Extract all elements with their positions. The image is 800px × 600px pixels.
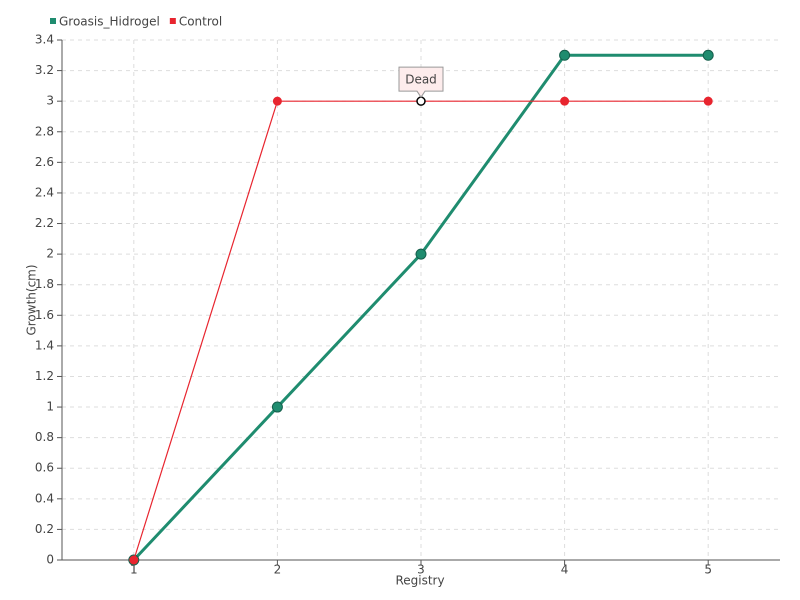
y-tick-label: 1.4 (35, 338, 54, 352)
data-point (416, 96, 426, 106)
x-tick-label: 3 (417, 563, 425, 577)
x-tick-label: 5 (704, 563, 712, 577)
data-point (560, 96, 570, 106)
data-point (415, 248, 427, 260)
legend-label: Control (179, 15, 222, 29)
y-tick-label: 2.4 (35, 185, 54, 199)
y-tick-label: 2.2 (35, 216, 54, 230)
annotation: Dead (398, 66, 444, 99)
y-tick-label: 0.8 (35, 430, 54, 444)
x-tick-label: 1 (130, 563, 138, 577)
legend-swatch (50, 18, 56, 24)
data-point (129, 555, 139, 565)
annotation-text: Dead (405, 73, 437, 87)
y-tick-label: 0.2 (35, 522, 54, 536)
legend-label: Groasis_Hidrogel (59, 15, 160, 29)
y-tick-label: 1.2 (35, 369, 54, 383)
x-tick-label: 4 (561, 563, 569, 577)
y-tick-label: 2.6 (35, 155, 54, 169)
y-tick-label: 3 (46, 94, 54, 108)
data-point (559, 49, 571, 61)
y-tick-label: 3.2 (35, 63, 54, 77)
y-tick-label: 1.6 (35, 308, 54, 322)
y-tick-label: 0.4 (35, 491, 54, 505)
data-point (702, 49, 714, 61)
y-tick-label: 1 (46, 400, 54, 414)
y-tick-label: 3.4 (35, 33, 54, 47)
y-axis-label: Growth(cm) (25, 264, 39, 335)
data-point (272, 96, 282, 106)
x-tick-label: 2 (274, 563, 282, 577)
x-axis-label: Registry (395, 574, 444, 588)
data-point (703, 96, 713, 106)
y-tick-label: 2.8 (35, 124, 54, 138)
legend-swatch (169, 18, 176, 24)
y-tick-label: 0 (46, 553, 54, 567)
annotation-box (398, 66, 444, 99)
y-tick-label: 0.6 (35, 461, 54, 475)
y-tick-label: 1.8 (35, 277, 54, 291)
data-point (271, 401, 283, 413)
y-tick-label: 2 (46, 247, 54, 261)
